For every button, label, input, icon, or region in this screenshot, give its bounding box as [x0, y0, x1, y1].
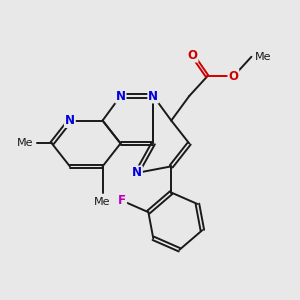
Text: N: N [148, 89, 158, 103]
Text: N: N [132, 167, 142, 179]
Text: O: O [228, 70, 239, 83]
Text: N: N [116, 89, 126, 103]
Text: Me: Me [255, 52, 272, 62]
Text: Me: Me [94, 197, 111, 207]
Text: F: F [118, 194, 126, 207]
Text: O: O [188, 49, 197, 62]
Text: N: N [65, 114, 75, 127]
Text: Me: Me [17, 139, 34, 148]
